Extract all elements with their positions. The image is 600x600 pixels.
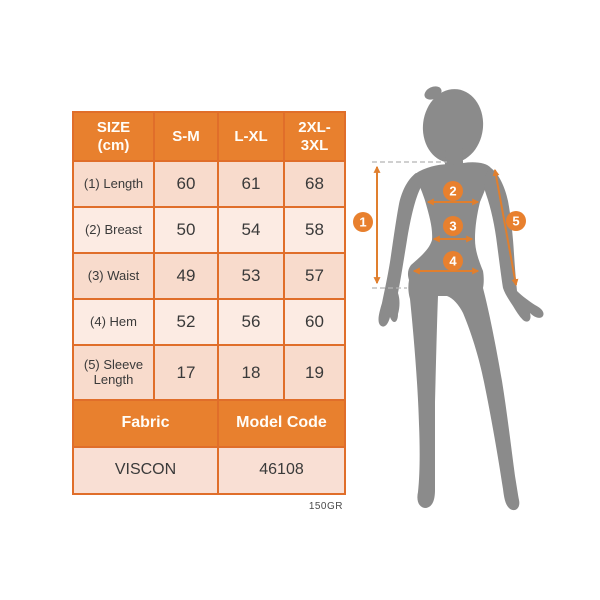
header-lxl-label: L-XL — [234, 127, 268, 145]
row-label-waist: (3) Waist — [74, 254, 153, 298]
sleeve-sm-value: 17 — [155, 346, 217, 399]
marker-5-number: 5 — [512, 214, 519, 229]
breast-sm-value: 50 — [155, 208, 217, 252]
hem-lxl-value: 56 — [219, 300, 283, 344]
sleeve-lxl-value: 18 — [219, 346, 283, 399]
marker-1-number: 1 — [359, 215, 366, 230]
header-cell-sm: S-M — [155, 113, 217, 160]
marker-5-circle — [506, 211, 526, 231]
hem-sm-value: 52 — [155, 300, 217, 344]
header-cell-size: SIZE (cm) — [74, 113, 153, 160]
sleeve-arrow — [492, 168, 519, 287]
header-size-label: SIZE (cm) — [96, 119, 131, 154]
model-code-header-cell: Model Code — [219, 401, 344, 446]
length-lxl-value: 61 — [219, 162, 283, 206]
header-sm-label: S-M — [172, 127, 200, 145]
waist-lxl-value: 53 — [219, 254, 283, 298]
waist-sm-value: 49 — [155, 254, 217, 298]
body-silhouette — [407, 162, 520, 511]
row-label-length: (1) Length — [74, 162, 153, 206]
marker-5: 5 — [506, 211, 526, 231]
model-code-value-cell: 46108 — [219, 448, 344, 493]
header-cell-2xl3xl: 2XL-3XL — [285, 113, 344, 160]
weight-note: 150GR — [308, 501, 343, 512]
row-label-breast: (2) Breast — [74, 208, 153, 252]
marker-4: 4 — [443, 251, 463, 271]
marker-3-circle — [443, 216, 463, 236]
waist-2xl3xl-value: 57 — [285, 254, 344, 298]
length-sm-value: 60 — [155, 162, 217, 206]
fabric-header-cell: Fabric — [74, 401, 217, 446]
marker-4-number: 4 — [449, 254, 457, 269]
marker-1: 1 — [353, 212, 373, 232]
woman-silhouette — [378, 86, 544, 511]
marker-2-number: 2 — [449, 184, 456, 199]
breast-2xl3xl-value: 58 — [285, 208, 344, 252]
breast-lxl-value: 54 — [219, 208, 283, 252]
marker-3-number: 3 — [449, 219, 456, 234]
header-cell-lxl: L-XL — [219, 113, 283, 160]
size-table: SIZE (cm) S-M L-XL 2XL-3XL (1) Length 60… — [72, 111, 346, 495]
length-2xl3xl-value: 68 — [285, 162, 344, 206]
marker-2: 2 — [443, 181, 463, 201]
right-arm-silhouette — [483, 168, 544, 322]
row-label-sleeve: (5) Sleeve Length — [74, 346, 153, 399]
header-2xl3xl-label: 2XL-3XL — [298, 119, 331, 154]
row-label-hem: (4) Hem — [74, 300, 153, 344]
marker-3: 3 — [443, 216, 463, 236]
sleeve-2xl3xl-value: 19 — [285, 346, 344, 399]
marker-4-circle — [443, 251, 463, 271]
measurement-figure: 1 2 3 4 5 — [350, 80, 600, 530]
marker-2-circle — [443, 181, 463, 201]
fabric-value-cell: VISCON — [74, 448, 217, 493]
marker-1-circle — [353, 212, 373, 232]
hem-2xl3xl-value: 60 — [285, 300, 344, 344]
